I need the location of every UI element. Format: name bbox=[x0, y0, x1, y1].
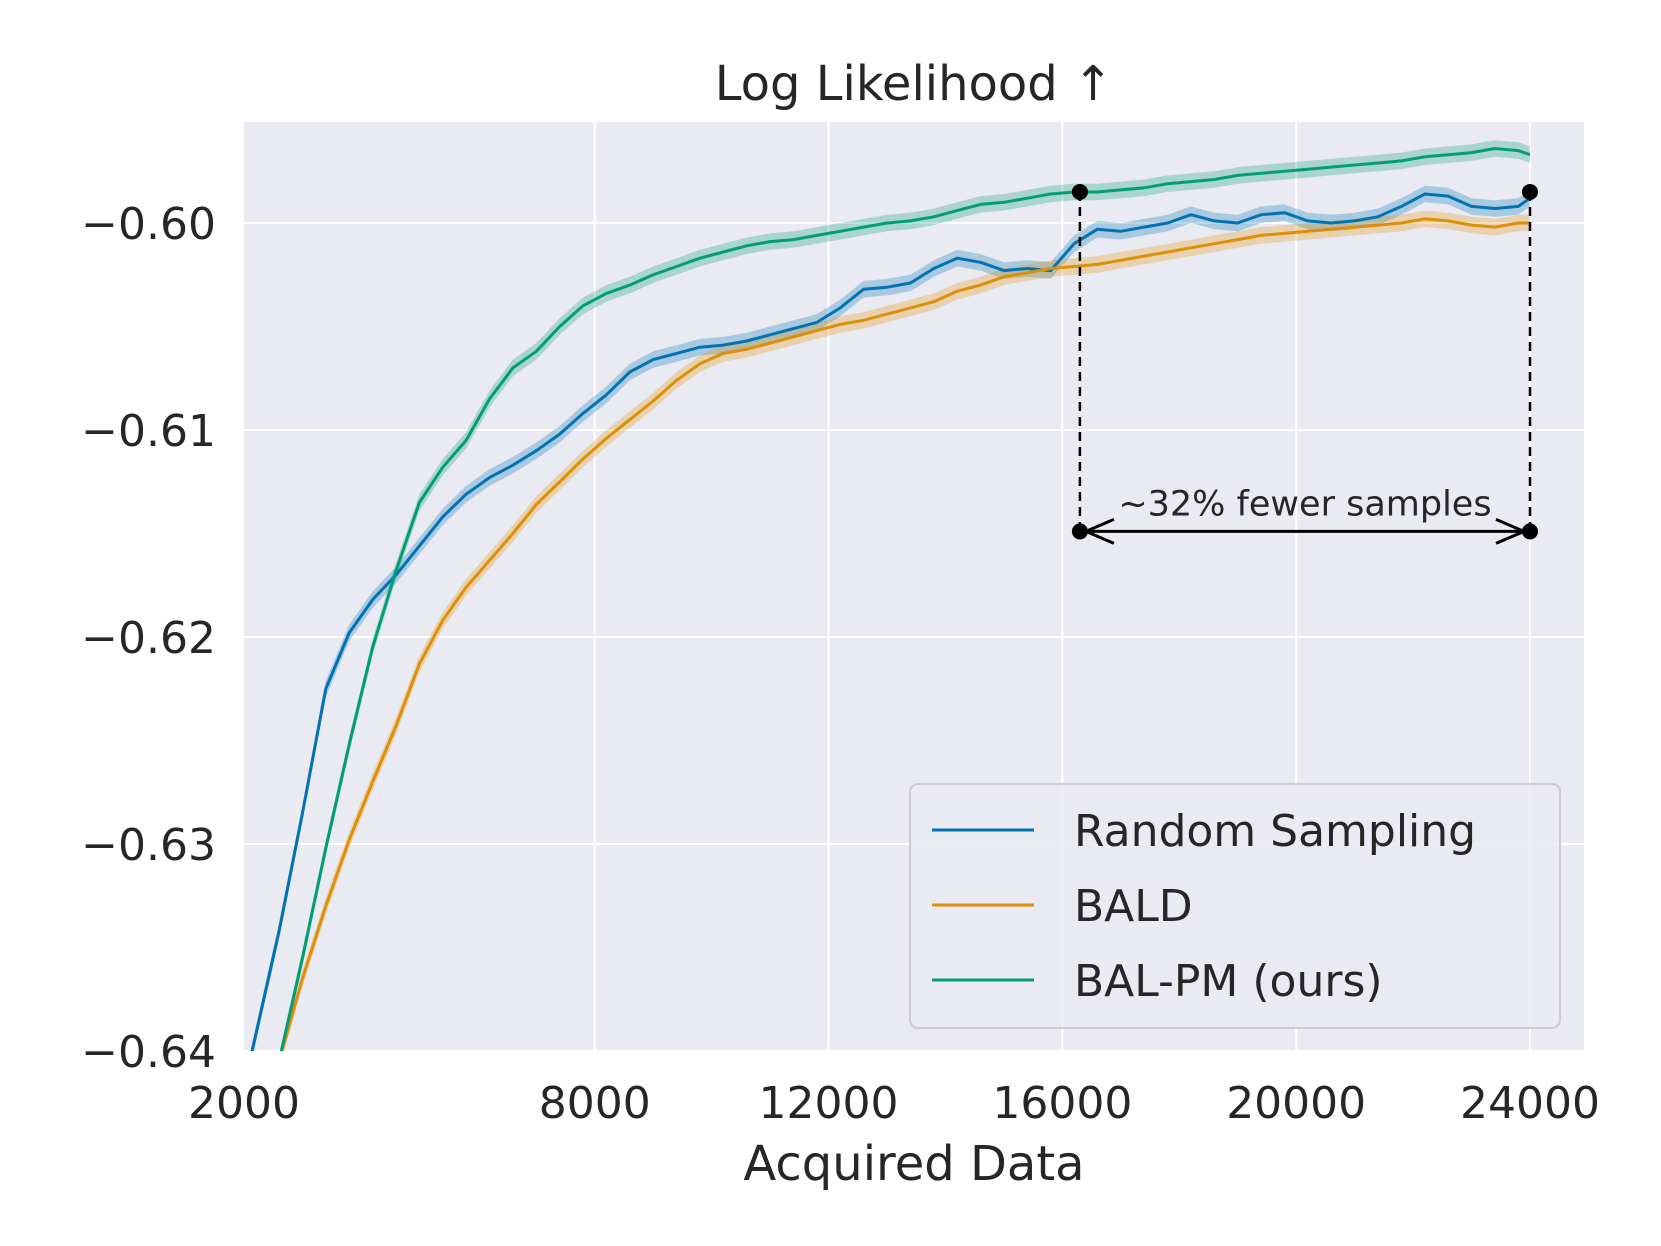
grid bbox=[244, 122, 1584, 1052]
x-tick-label: 12000 bbox=[759, 1078, 899, 1129]
series-line bbox=[279, 147, 1531, 1051]
x-tick-label: 20000 bbox=[1226, 1078, 1366, 1129]
chart-title: Log Likelihood ↑ bbox=[715, 56, 1113, 112]
annotation-dot bbox=[1522, 523, 1538, 540]
annotation-dot bbox=[1071, 523, 1088, 540]
x-tick-label: 2000 bbox=[188, 1078, 300, 1129]
legend-label: Random Sampling bbox=[1074, 806, 1476, 857]
y-tick-label: −0.60 bbox=[81, 199, 216, 250]
y-tick-labels: −0.60 −0.61 −0.62 −0.63 −0.64 bbox=[81, 199, 216, 1078]
annotation-dot bbox=[1071, 183, 1088, 200]
y-tick-label: −0.62 bbox=[81, 613, 216, 664]
legend-box bbox=[909, 783, 1561, 1029]
annotation-label: ~32% fewer samples bbox=[1118, 484, 1491, 524]
annotation-dot bbox=[1522, 183, 1538, 200]
annotation: ~32% fewer samples bbox=[1071, 183, 1538, 545]
y-tick-label: −0.63 bbox=[81, 820, 216, 871]
series-lines bbox=[250, 147, 1531, 1051]
y-tick-label: −0.64 bbox=[81, 1027, 216, 1078]
y-tick-label: −0.61 bbox=[81, 406, 216, 457]
x-tick-label: 8000 bbox=[539, 1078, 651, 1129]
legend-label: BALD bbox=[1074, 881, 1193, 932]
x-axis-label: Acquired Data bbox=[743, 1136, 1084, 1192]
x-tick-label: 16000 bbox=[992, 1078, 1132, 1129]
series-line bbox=[250, 192, 1531, 1051]
x-tick-label: 24000 bbox=[1460, 1078, 1600, 1129]
x-tick-labels: 2000 8000 12000 16000 20000 24000 bbox=[188, 1078, 1600, 1129]
legend: Random Sampling BALD BAL-PM (ours) bbox=[909, 783, 1561, 1029]
legend-label: BAL-PM (ours) bbox=[1074, 956, 1383, 1007]
series-line bbox=[280, 217, 1530, 1051]
